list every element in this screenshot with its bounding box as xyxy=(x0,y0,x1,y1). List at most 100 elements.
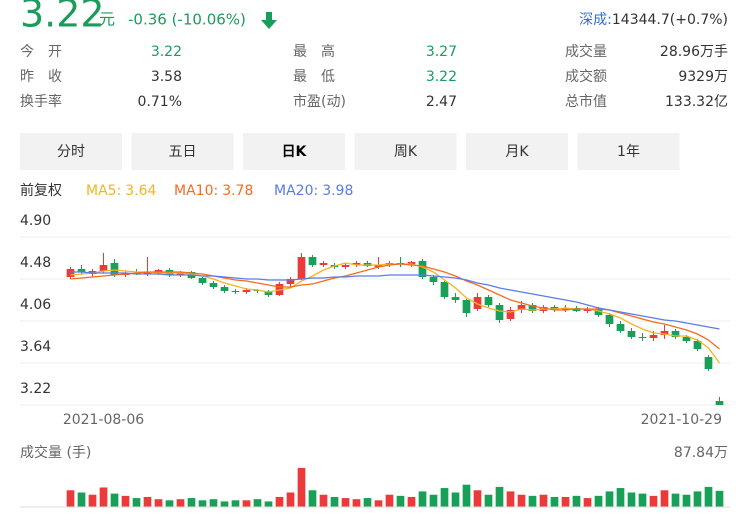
candle-body xyxy=(418,261,427,277)
volume-bar xyxy=(275,496,284,507)
tab-bg xyxy=(466,133,568,170)
candle-body xyxy=(473,297,482,309)
stat-value: 3.22 xyxy=(426,69,457,85)
price: 3.22 xyxy=(20,0,105,36)
candle-body xyxy=(528,305,537,311)
volume-bar xyxy=(682,494,691,507)
volume-bar xyxy=(209,499,218,507)
legend-entry: MA5: 3.64 xyxy=(86,183,157,199)
price-unit: 元 xyxy=(99,10,115,29)
tab[interactable]: 五日 xyxy=(131,133,234,170)
volume-bar xyxy=(253,499,262,507)
index-value: 14344.7(+0.7%) xyxy=(612,12,728,28)
candle-body xyxy=(704,357,713,369)
stat-label: 换手率 xyxy=(20,93,62,110)
volume-title: 成交量 (手) xyxy=(20,444,91,461)
volume-bar xyxy=(693,491,702,507)
candle-body xyxy=(66,269,75,277)
tab-bg xyxy=(243,133,345,170)
volume-bar xyxy=(429,494,438,507)
candle-body xyxy=(242,290,251,292)
volume-bar xyxy=(660,490,669,507)
volume-bar xyxy=(308,490,317,507)
volume-bar xyxy=(638,493,647,507)
candle-body xyxy=(462,300,471,313)
volume-bar xyxy=(704,486,713,507)
legend-name: MA20: xyxy=(274,183,318,199)
volume-bar xyxy=(484,494,493,507)
tab[interactable]: 周K xyxy=(354,133,457,170)
x-tick-label: 2021-10-29 xyxy=(641,412,722,428)
volume-bar xyxy=(374,500,383,507)
volume-bar xyxy=(143,496,152,507)
stat-value: 0.71% xyxy=(138,94,182,110)
stat-label: 总市值 xyxy=(565,93,607,110)
candle-body xyxy=(495,305,504,320)
volume-bar xyxy=(583,498,592,507)
tab[interactable]: 1年 xyxy=(577,133,680,170)
legend-entry: MA10: 3.78 xyxy=(174,183,253,199)
candle-body xyxy=(693,341,702,349)
index-label[interactable]: 深成: xyxy=(579,12,612,28)
stat-value: 28.96万手 xyxy=(660,44,728,60)
candle-body xyxy=(671,331,680,337)
candle-body xyxy=(627,331,636,337)
legend-value: 3.64 xyxy=(125,183,156,199)
volume-bar xyxy=(187,498,196,507)
volume-bar xyxy=(286,492,295,507)
candle-body xyxy=(440,282,449,297)
stat-label: 市盈(动) xyxy=(293,93,346,110)
volume-bar xyxy=(341,498,350,507)
tab[interactable]: 月K xyxy=(466,133,568,170)
candle-body xyxy=(286,279,295,284)
volume-bar xyxy=(594,495,603,507)
volume-bar xyxy=(407,496,416,507)
candle-body xyxy=(297,257,306,279)
volume-bar xyxy=(66,490,75,507)
candle-body xyxy=(99,265,108,271)
stat-label: 今 开 xyxy=(20,44,62,60)
stat-value: 3.27 xyxy=(426,44,457,60)
volume-bar xyxy=(605,491,614,507)
candle-body xyxy=(616,324,625,331)
stat-value: 2.47 xyxy=(426,94,457,110)
tab[interactable]: 分时 xyxy=(20,133,122,170)
volume-bar xyxy=(198,500,207,507)
candle-body xyxy=(154,270,163,272)
volume-bar xyxy=(121,495,130,507)
candle-body xyxy=(638,337,647,338)
volume-bar xyxy=(363,498,372,507)
x-tick-label: 2021-08-06 xyxy=(63,412,144,428)
volume-tick-label: 87.84万 xyxy=(674,445,728,461)
candle-body xyxy=(110,263,119,275)
volume-bar xyxy=(154,499,163,507)
volume-bar xyxy=(616,488,625,507)
candle-body xyxy=(660,331,669,335)
volume-bar xyxy=(418,491,427,507)
tab[interactable]: 日K xyxy=(243,133,345,170)
tab-label: 月K xyxy=(505,144,529,160)
candle-body xyxy=(231,291,240,292)
y-tick-label: 4.48 xyxy=(20,255,51,271)
candle-body xyxy=(198,278,207,283)
candle-body xyxy=(583,309,592,311)
candle-body xyxy=(143,272,152,274)
stat-label: 昨 收 xyxy=(20,69,62,85)
volume-bar xyxy=(297,467,306,507)
volume-bar xyxy=(352,499,361,507)
candle-body xyxy=(220,287,229,291)
volume-bar xyxy=(176,499,185,507)
volume-bar xyxy=(517,494,526,507)
candle-body xyxy=(319,263,328,265)
candle-body xyxy=(682,337,691,341)
volume-bar xyxy=(132,498,141,507)
down-arrow xyxy=(261,12,277,29)
stat-value: 3.22 xyxy=(151,44,182,60)
volume-bar xyxy=(528,495,537,507)
candle-body xyxy=(517,305,526,310)
tab-bg xyxy=(20,133,122,170)
candle-body xyxy=(352,263,361,265)
volume-bar xyxy=(319,494,328,507)
